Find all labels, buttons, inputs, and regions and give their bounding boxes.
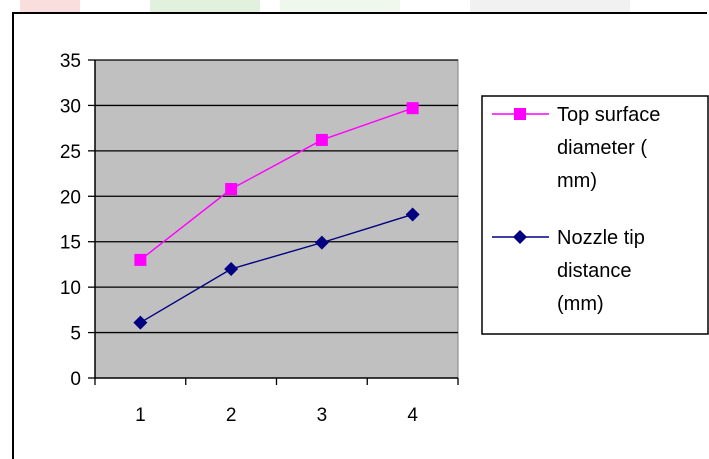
x-tick-label: 3	[317, 405, 328, 426]
legend-1-label: diameter (	[557, 137, 647, 159]
x-tick-label: 4	[407, 405, 418, 426]
x-tick-label: 2	[226, 405, 237, 426]
series-2-point	[133, 315, 148, 330]
series-2-line	[140, 213, 413, 324]
legend-1-marker	[514, 108, 526, 120]
legend-2-label: distance	[557, 260, 632, 282]
series-2-point	[224, 261, 239, 276]
plot-area	[94, 59, 459, 379]
legend-2-label: Nozzle tip	[557, 227, 645, 249]
y-tick-label: 10	[60, 278, 81, 299]
y-tick-label: 35	[60, 51, 81, 72]
y-tick-label: 25	[60, 142, 81, 163]
legend-box	[481, 95, 709, 335]
legend-1-label: mm)	[557, 170, 597, 192]
x-tick-label: 1	[135, 405, 146, 426]
series-1-point	[225, 183, 238, 196]
series-2-point	[405, 207, 420, 222]
y-tick-label: 30	[60, 96, 81, 117]
y-tick-label: 0	[70, 369, 81, 390]
series-1-point	[406, 102, 419, 115]
legend-2-label: (mm)	[557, 293, 604, 315]
legend-1-label: Top surface	[557, 104, 660, 126]
series-1-point	[315, 133, 328, 146]
series-1-line	[139, 107, 413, 261]
legend-2-marker	[513, 230, 527, 244]
series-1-point	[134, 253, 147, 266]
y-tick-label: 20	[60, 187, 81, 208]
y-tick-label: 15	[60, 233, 81, 254]
y-tick-label: 5	[70, 324, 81, 345]
series-2-point	[314, 235, 329, 250]
